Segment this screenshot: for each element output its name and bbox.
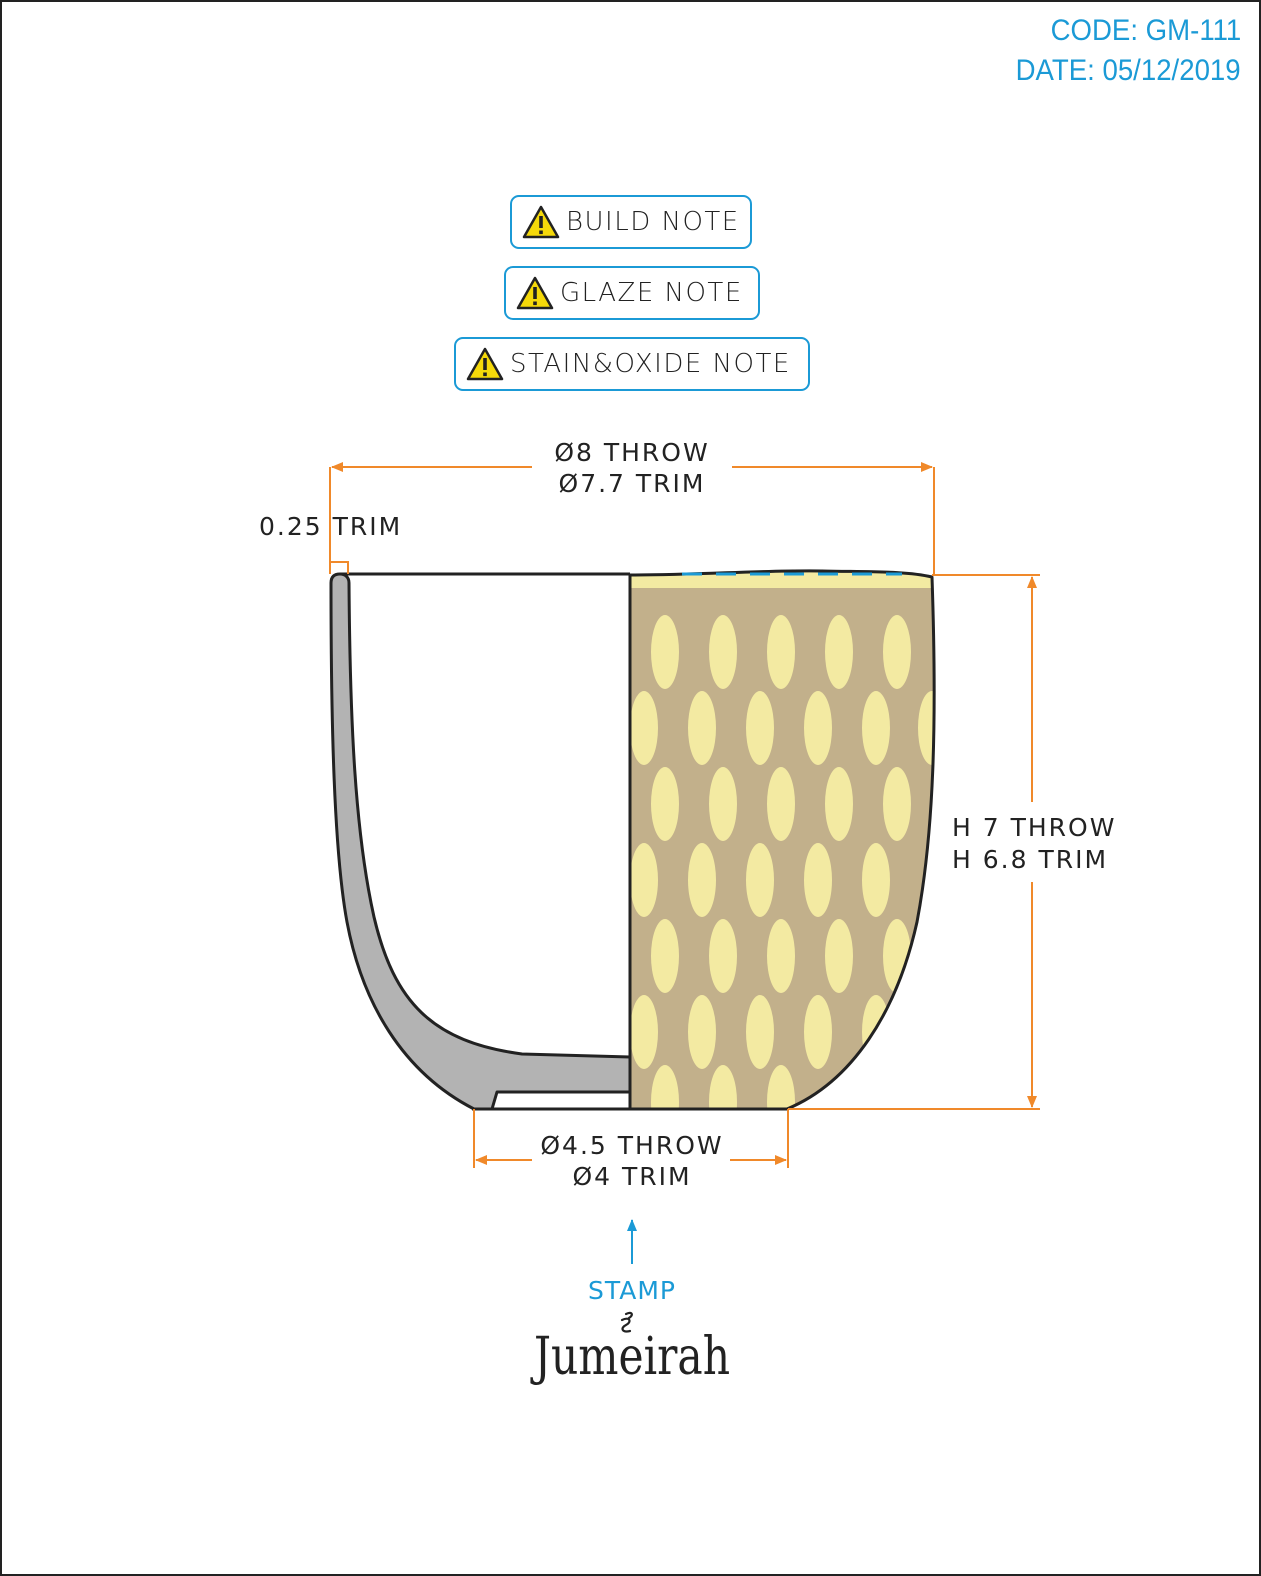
glaze-dot <box>651 767 679 841</box>
glaze-dot <box>746 843 774 917</box>
top-trim-label: Ø7.7 TRIM <box>559 469 706 498</box>
date-value: 05/12/2019 <box>1102 54 1241 87</box>
glaze-dot <box>709 767 737 841</box>
glaze-dot <box>804 995 832 1069</box>
glaze-dot <box>862 843 890 917</box>
cup-glaze-outline <box>628 569 936 1111</box>
glaze-dot <box>767 1065 795 1109</box>
glaze-dot <box>862 995 890 1069</box>
glaze-dot <box>709 1065 737 1109</box>
warning-triangle-icon <box>522 205 560 239</box>
glaze-dot <box>630 843 658 917</box>
stamp-label: STAMP <box>588 1276 676 1305</box>
glaze-dot <box>862 691 890 765</box>
glaze-dot <box>918 691 935 765</box>
date-label: DATE: <box>1015 54 1096 87</box>
base-throw-label: Ø4.5 THROW <box>540 1131 723 1160</box>
wall-trim-label: 0.25 TRIM <box>259 512 402 541</box>
glaze-dot <box>767 919 795 993</box>
glaze-dot <box>825 615 853 689</box>
glaze-dot <box>825 919 853 993</box>
code-value: GM-111 <box>1145 14 1241 47</box>
glaze-dot <box>688 995 716 1069</box>
glaze-dot <box>709 615 737 689</box>
glaze-note-label: GLAZE NOTE <box>560 278 743 308</box>
glaze-dot <box>883 615 911 689</box>
base-trim-label: Ø4 TRIM <box>572 1162 691 1191</box>
build-note-label: BUILD NOTE <box>566 207 740 237</box>
glaze-pattern <box>630 570 935 1109</box>
stain-oxide-note-label: STAIN&OXIDE NOTE <box>510 349 791 379</box>
stain-oxide-note-button[interactable]: STAIN&OXIDE NOTE <box>454 337 810 391</box>
code-label: CODE: <box>1050 14 1138 47</box>
product-code: CODE: GM-111 <box>1050 14 1241 48</box>
glaze-dot <box>688 843 716 917</box>
jumeirah-logo: Jumeirah <box>530 1311 730 1387</box>
top-throw-label: Ø8 THROW <box>554 438 709 467</box>
glaze-dot <box>746 691 774 765</box>
height-trim-label: H 6.8 TRIM <box>952 845 1108 874</box>
glaze-dot <box>630 995 658 1069</box>
glaze-dot <box>825 767 853 841</box>
glaze-dot <box>804 691 832 765</box>
glaze-dot <box>746 995 774 1069</box>
glaze-dot <box>651 919 679 993</box>
height-throw-label: H 7 THROW <box>952 813 1116 842</box>
build-note-button[interactable]: BUILD NOTE <box>510 195 752 249</box>
glaze-dot <box>767 615 795 689</box>
logo-wordmark: Jumeirah <box>530 1327 730 1387</box>
glaze-dot <box>767 767 795 841</box>
wall-dim-bracket <box>329 561 349 574</box>
glaze-dot <box>651 615 679 689</box>
warning-triangle-icon <box>516 276 554 310</box>
glaze-dot <box>688 691 716 765</box>
product-date: DATE: 05/12/2019 <box>1016 54 1241 88</box>
glaze-dot <box>883 767 911 841</box>
cup-cross-section <box>329 572 632 1111</box>
glaze-dot <box>709 919 737 993</box>
glaze-dot <box>651 1065 679 1109</box>
warning-triangle-icon <box>466 347 504 381</box>
glaze-dot <box>804 843 832 917</box>
glaze-note-button[interactable]: GLAZE NOTE <box>504 266 760 320</box>
glaze-dot <box>630 691 658 765</box>
